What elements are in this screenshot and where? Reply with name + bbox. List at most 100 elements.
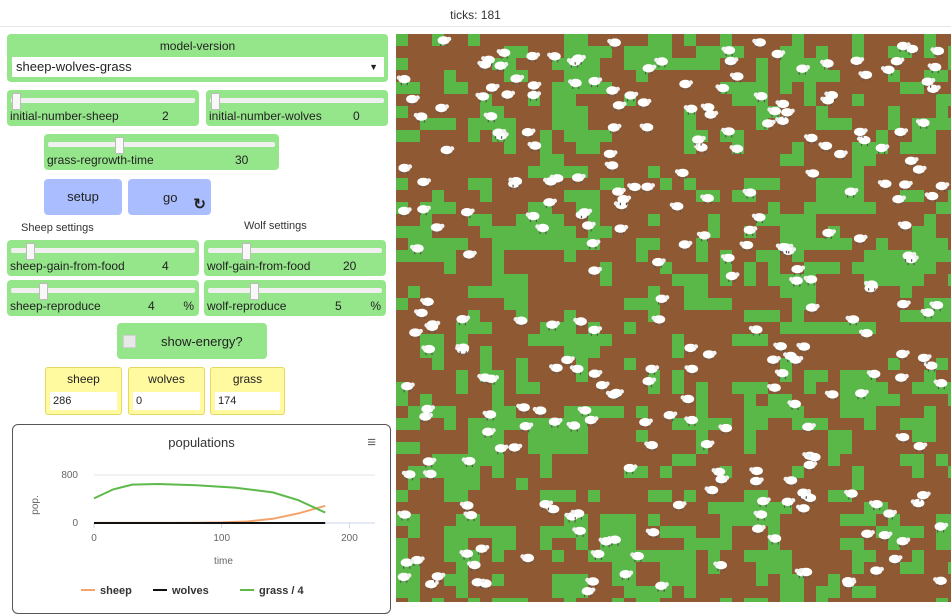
sheep-agent bbox=[749, 466, 763, 477]
sheep-agent bbox=[543, 198, 557, 209]
show-energy-checkbox[interactable] bbox=[123, 335, 136, 348]
sheep-agent bbox=[692, 135, 706, 146]
sheep-agent bbox=[753, 510, 768, 521]
sheep-agent bbox=[455, 343, 470, 354]
slider-track[interactable] bbox=[11, 288, 195, 293]
x-axis-label: time bbox=[214, 556, 233, 567]
hamburger-menu-icon[interactable]: ≡ bbox=[367, 434, 376, 451]
sheep-agent bbox=[683, 104, 698, 115]
sheep-agent bbox=[853, 234, 868, 245]
sheep-agent bbox=[910, 498, 925, 510]
slider-thumb[interactable] bbox=[26, 243, 35, 260]
sheep-agent bbox=[604, 161, 619, 172]
sheep-agent bbox=[820, 59, 834, 70]
slider-label: sheep-gain-from-food bbox=[10, 259, 125, 273]
sheep-agent bbox=[431, 572, 446, 583]
sheep-reproduce-slider[interactable]: sheep-reproduce 4 % bbox=[7, 280, 199, 316]
slider-thumb[interactable] bbox=[211, 93, 220, 110]
sheep-agent bbox=[934, 522, 949, 533]
sheep-agent bbox=[684, 364, 699, 375]
slider-label: initial-number-wolves bbox=[209, 109, 322, 123]
sheep-agent bbox=[927, 84, 941, 95]
sheep-agent bbox=[607, 38, 621, 49]
sheep-agent bbox=[859, 329, 873, 340]
sheep-agent bbox=[642, 64, 657, 75]
sheep-agent bbox=[917, 353, 932, 364]
sheep-agent bbox=[582, 221, 596, 232]
sheep-agent bbox=[684, 415, 698, 427]
sheep-agent bbox=[639, 123, 654, 134]
slider-thumb[interactable] bbox=[115, 137, 124, 154]
sheep-agent bbox=[586, 239, 601, 250]
y-axis-label: pop. bbox=[30, 495, 41, 514]
slider-track[interactable] bbox=[208, 288, 382, 293]
sheep-agent bbox=[607, 123, 622, 134]
sheep-agent bbox=[781, 108, 795, 119]
grass-regrowth-time-slider[interactable]: grass-regrowth-time 30 bbox=[44, 134, 279, 170]
slider-unit: % bbox=[183, 299, 194, 313]
sheep-agent bbox=[547, 52, 561, 63]
sheep-agent bbox=[724, 56, 739, 67]
initial-number-sheep-slider[interactable]: initial-number-sheep 2 bbox=[7, 90, 199, 126]
dropdown-arrow-icon[interactable]: ▼ bbox=[369, 62, 378, 72]
sheep-agent bbox=[913, 442, 928, 453]
slider-thumb[interactable] bbox=[250, 283, 259, 300]
sheep-agent bbox=[411, 555, 425, 567]
sheep-agent bbox=[578, 208, 593, 219]
slider-track[interactable] bbox=[210, 98, 384, 103]
sheep-agent bbox=[933, 576, 947, 587]
sheep-agent bbox=[751, 213, 766, 224]
sheep-agent bbox=[895, 373, 909, 384]
world-canvas[interactable] bbox=[396, 34, 951, 610]
legend-item: sheep bbox=[81, 585, 132, 597]
slider-track[interactable] bbox=[208, 248, 382, 253]
sheep-agent bbox=[637, 98, 652, 109]
go-button[interactable]: go ↻ bbox=[128, 179, 211, 215]
sheep-agent bbox=[899, 180, 913, 191]
sheep-agent bbox=[654, 57, 668, 68]
sheep-agent bbox=[850, 56, 865, 67]
slider-thumb[interactable] bbox=[39, 283, 48, 300]
setup-button[interactable]: setup bbox=[44, 179, 122, 215]
show-energy-switch[interactable]: show-energy? bbox=[117, 323, 267, 359]
model-version-chooser[interactable]: model-version sheep-wolves-grass ▼ bbox=[7, 34, 388, 82]
slider-track[interactable] bbox=[11, 248, 195, 253]
legend-label: grass / 4 bbox=[259, 585, 305, 597]
slider-track[interactable] bbox=[48, 142, 275, 147]
sheep-agent bbox=[875, 143, 890, 154]
sheep-agent bbox=[672, 500, 687, 511]
sheep-agent bbox=[684, 343, 699, 354]
model-version-value: sheep-wolves-grass bbox=[16, 59, 132, 74]
sheep-agent bbox=[569, 364, 584, 375]
sheep-agent bbox=[651, 315, 666, 326]
wolf-reproduce-slider[interactable]: wolf-reproduce 5 % bbox=[204, 280, 386, 316]
sheep-agent bbox=[414, 308, 428, 319]
sheep-agent bbox=[674, 168, 689, 179]
sheep-agent bbox=[883, 509, 897, 520]
sheep-agent bbox=[655, 581, 669, 592]
sheep-agent bbox=[704, 485, 719, 497]
sheep-agent bbox=[806, 452, 821, 464]
slider-thumb[interactable] bbox=[12, 93, 21, 110]
model-version-select[interactable]: sheep-wolves-grass ▼ bbox=[12, 57, 384, 77]
initial-number-wolves-slider[interactable]: initial-number-wolves 0 bbox=[206, 90, 388, 126]
sheep-agent bbox=[652, 257, 666, 269]
wolf-gain-from-food-slider[interactable]: wolf-gain-from-food 20 bbox=[204, 240, 386, 276]
sheep-agent bbox=[617, 195, 632, 206]
sheep-gain-from-food-slider[interactable]: sheep-gain-from-food 4 bbox=[7, 240, 199, 276]
sheep-agent bbox=[789, 355, 804, 366]
sheep-agent bbox=[605, 390, 620, 401]
world-view[interactable] bbox=[396, 34, 951, 610]
sheep-agent bbox=[773, 342, 787, 353]
sheep-agent bbox=[539, 500, 554, 511]
sheep-agent bbox=[644, 441, 658, 452]
slider-track[interactable] bbox=[11, 98, 195, 103]
sheep-agent bbox=[527, 81, 542, 92]
sheep-agent bbox=[897, 41, 911, 52]
sheep-agent bbox=[401, 382, 415, 393]
ticks-counter: ticks: 181 bbox=[450, 8, 501, 22]
slider-value: 30 bbox=[235, 153, 249, 167]
slider-thumb[interactable] bbox=[242, 243, 251, 260]
sheep-agent bbox=[854, 127, 868, 138]
sheep-agent bbox=[897, 221, 912, 232]
